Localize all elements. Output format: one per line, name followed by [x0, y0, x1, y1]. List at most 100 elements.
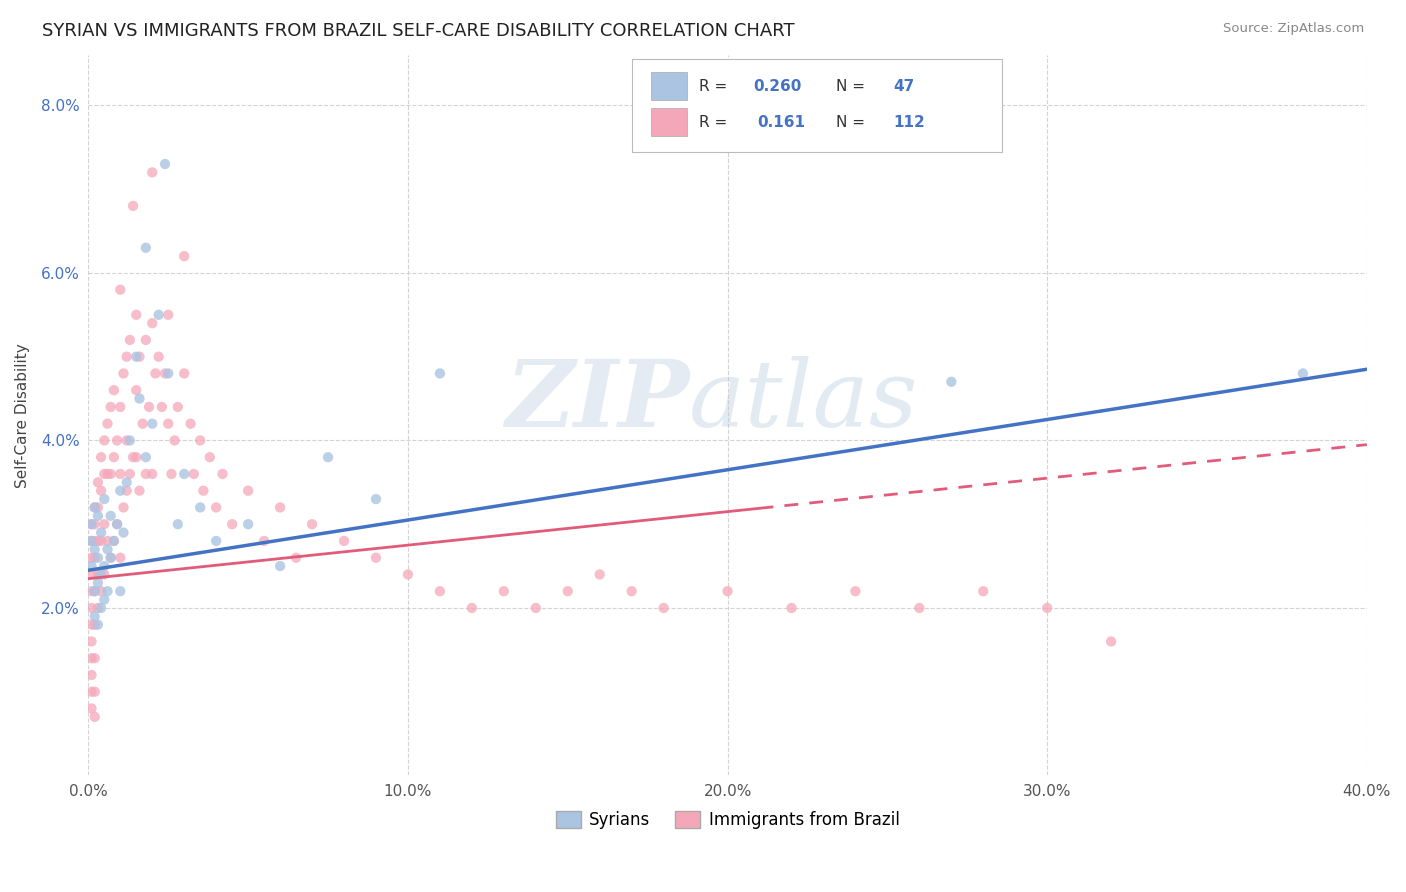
Point — [110, 483, 132, 498]
Point — [145, 367, 167, 381]
Point — [205, 500, 228, 515]
Point — [205, 533, 228, 548]
Point — [80, 517, 103, 532]
Point — [87, 508, 110, 523]
Point — [103, 533, 125, 548]
Point — [364, 550, 387, 565]
Point — [93, 491, 115, 506]
Point — [96, 417, 118, 431]
Point — [1036, 601, 1059, 615]
Point — [105, 434, 128, 448]
Point — [160, 467, 183, 481]
Text: atlas: atlas — [689, 356, 918, 446]
Text: N =: N = — [837, 78, 870, 94]
Point — [148, 350, 170, 364]
Point — [112, 367, 135, 381]
Point — [87, 475, 110, 490]
Point — [100, 508, 122, 523]
Point — [844, 584, 866, 599]
Point — [138, 400, 160, 414]
Point — [80, 617, 103, 632]
Point — [87, 550, 110, 565]
FancyBboxPatch shape — [651, 109, 686, 136]
Text: 0.161: 0.161 — [756, 115, 806, 129]
Point — [716, 584, 738, 599]
Point — [461, 601, 484, 615]
Point — [135, 333, 157, 347]
Point — [316, 450, 339, 465]
Point — [100, 467, 122, 481]
Point — [80, 533, 103, 548]
Point — [557, 584, 579, 599]
Point — [100, 400, 122, 414]
Point — [83, 617, 105, 632]
Point — [620, 584, 643, 599]
Point — [80, 567, 103, 582]
Point — [80, 684, 103, 698]
Point — [141, 165, 163, 179]
Point — [100, 550, 122, 565]
Text: SYRIAN VS IMMIGRANTS FROM BRAZIL SELF-CARE DISABILITY CORRELATION CHART: SYRIAN VS IMMIGRANTS FROM BRAZIL SELF-CA… — [42, 22, 794, 40]
Point — [80, 601, 103, 615]
Point — [105, 517, 128, 532]
Legend: Syrians, Immigrants from Brazil: Syrians, Immigrants from Brazil — [548, 804, 905, 836]
Text: R =: R = — [699, 78, 733, 94]
Point — [110, 400, 132, 414]
Point — [173, 249, 195, 263]
Point — [198, 450, 221, 465]
Point — [1292, 367, 1315, 381]
Point — [589, 567, 612, 582]
Point — [93, 467, 115, 481]
Point — [83, 542, 105, 557]
Point — [83, 550, 105, 565]
Point — [429, 584, 451, 599]
Point — [110, 584, 132, 599]
Point — [83, 533, 105, 548]
Point — [83, 500, 105, 515]
Point — [941, 375, 963, 389]
Point — [131, 417, 153, 431]
Point — [148, 308, 170, 322]
Point — [125, 383, 148, 397]
Point — [83, 500, 105, 515]
Point — [87, 617, 110, 632]
Point — [122, 450, 145, 465]
Point — [87, 500, 110, 515]
Point — [105, 517, 128, 532]
Point — [83, 584, 105, 599]
Point — [253, 533, 276, 548]
Point — [115, 434, 138, 448]
Point — [269, 559, 291, 574]
Point — [93, 559, 115, 574]
Point — [128, 350, 150, 364]
Point — [153, 157, 176, 171]
Point — [173, 467, 195, 481]
Point — [103, 383, 125, 397]
Point — [188, 434, 211, 448]
Point — [93, 567, 115, 582]
Point — [221, 517, 243, 532]
Point — [396, 567, 419, 582]
Point — [83, 710, 105, 724]
Point — [90, 483, 112, 498]
Point — [80, 533, 103, 548]
Point — [115, 350, 138, 364]
Point — [364, 491, 387, 506]
Point — [112, 525, 135, 540]
Point — [652, 601, 675, 615]
Point — [122, 199, 145, 213]
Point — [141, 467, 163, 481]
Point — [83, 684, 105, 698]
FancyBboxPatch shape — [631, 59, 1002, 153]
Point — [83, 651, 105, 665]
Point — [908, 601, 931, 615]
Point — [301, 517, 323, 532]
Point — [157, 308, 180, 322]
Point — [163, 434, 186, 448]
Text: N =: N = — [837, 115, 870, 129]
Point — [87, 567, 110, 582]
Point — [1099, 634, 1122, 648]
Point — [110, 283, 132, 297]
Point — [80, 517, 103, 532]
Point — [135, 241, 157, 255]
